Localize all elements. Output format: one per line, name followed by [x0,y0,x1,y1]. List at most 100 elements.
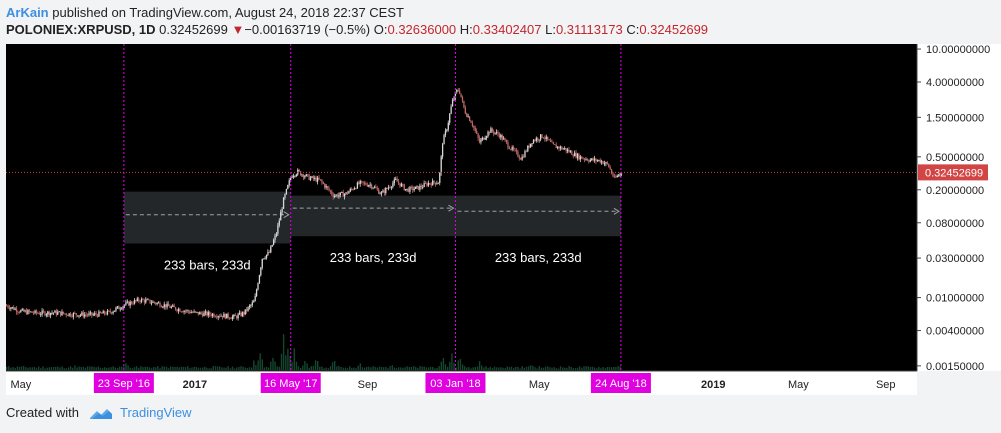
volume-bar [506,366,508,370]
candle-body [583,158,586,160]
candle-body [507,142,509,148]
candle-body [490,128,492,133]
volume-bar [80,367,82,370]
price-chart[interactable]: 233 bars, 233d 233 bars, 233d 233 bars, 23… [0,0,1001,400]
candle-body [538,139,540,141]
volume-bar [221,367,223,370]
candle-body [40,314,42,315]
volume-bar [304,361,306,370]
candle-body [460,93,462,98]
volume-bar [297,366,300,370]
volume-bar [491,368,494,370]
candle-body [420,185,422,188]
volume-bar [410,367,413,370]
volume-bar [602,366,604,370]
candle-body [554,144,556,145]
candle-body [153,301,155,303]
low-label: L: [545,22,556,37]
volume-bar [572,368,574,370]
candle-body [346,192,349,194]
candle-body [427,182,430,186]
candle-body [78,315,80,317]
candle-body [488,131,491,133]
volume-bar [184,367,187,370]
candle-body [312,176,315,179]
candle-body [616,175,618,178]
candle-body [30,311,32,313]
candle-body [552,142,555,145]
volume-bar [334,361,336,370]
candle-body [572,154,574,157]
volume-bar [76,367,78,370]
symbol-label[interactable]: POLONIEX:XRPUSD, 1D [6,22,156,37]
volume-bar [72,367,74,370]
volume-bar [216,366,219,370]
candle-body [173,305,175,308]
volume-bar [308,367,310,370]
volume-bar [214,366,217,370]
candle-body [457,90,459,91]
price-axis[interactable] [917,44,1001,371]
candle-body [253,301,255,303]
volume-bar [276,366,278,370]
volume-bar [157,366,159,370]
volume-bar [432,367,434,370]
candle-body [341,191,343,193]
volume-bar [457,360,459,370]
candle-body [319,179,322,181]
candle-body [601,161,603,163]
candle-body [194,311,197,313]
published-text: published on TradingView.com, August 24,… [52,5,404,20]
candle-body [292,175,295,177]
candle-body [257,283,259,290]
candle-body [216,316,218,318]
candle-body [236,316,238,319]
volume-bar [172,366,174,370]
volume-bar [321,366,323,370]
candle-body [159,302,161,307]
candle-layer [6,87,623,321]
volume-bar [255,365,257,370]
volume-bar [549,367,551,370]
time-tick-label: 2019 [701,379,725,391]
volume-bar [10,367,12,370]
volume-bar [199,367,202,370]
volume-bar [84,367,87,370]
volume-bar [14,367,16,370]
volume-bar [553,367,555,370]
time-tick-label: Sep [358,379,378,391]
volume-bar [170,366,172,370]
candle-body [388,187,390,189]
candle-body [109,310,111,313]
candle-body [324,183,326,188]
candle-body [217,316,219,318]
tradingview-link[interactable]: TradingView [120,405,192,420]
marker-layer [123,44,622,371]
tradingview-logo-icon[interactable] [89,407,113,421]
volume-bar [319,366,321,370]
candle-body [393,179,395,184]
volume-bar [376,367,378,370]
author-link[interactable]: ArKain [6,5,49,20]
volume-bar [619,366,621,370]
volume-bar [564,367,566,370]
volume-bar [487,367,489,370]
volume-bar [231,366,234,370]
volume-bar [464,366,466,370]
candle-body [530,143,532,148]
price-tick-label: 4.00000000 [926,77,984,89]
volume-bar [502,367,504,370]
candle-body [295,174,298,176]
candle-body [118,306,120,309]
candle-body [128,301,130,306]
candle-body [605,162,607,164]
volume-bar [342,367,344,370]
volume-bar [455,367,457,370]
candle-body [447,122,449,130]
down-triangle-icon: ▼ [231,22,245,37]
volume-bar [585,366,587,370]
volume-bar [451,353,453,370]
candle-body [557,146,559,149]
volume-bar [485,366,487,370]
volume-bar [589,366,592,370]
